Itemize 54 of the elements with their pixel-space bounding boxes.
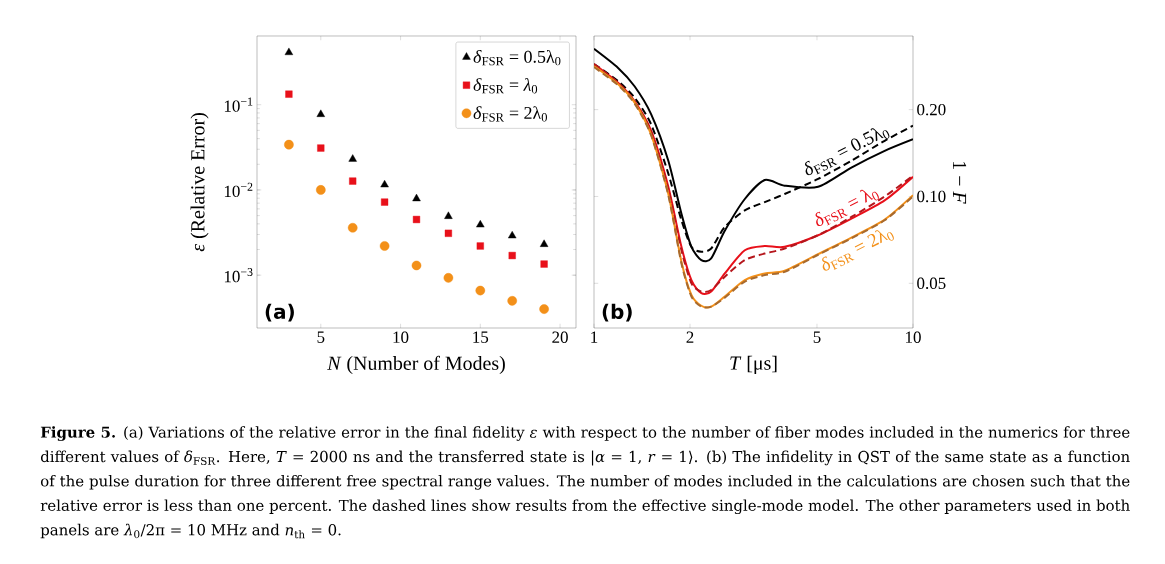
point (349, 177, 357, 185)
x-tick-label: 20 (552, 331, 568, 343)
point (347, 222, 358, 233)
point (380, 179, 389, 188)
x-tick-label: 10 (906, 331, 921, 343)
point (379, 241, 390, 251)
point (444, 211, 453, 219)
x-tick-label: 2 (686, 331, 694, 343)
annotation: δ$_{FSR}$ = λ$_{0}$ (815, 189, 879, 227)
legend-label: δ$_{FSR}$ = 2λ$_{0}$ (473, 106, 547, 122)
legend-label: δ$_{FSR}$ = λ$_{0}$ (473, 78, 538, 94)
x-tick-label: 10 (393, 331, 409, 343)
x-tick-label: 5 (813, 331, 821, 343)
y-tick-label: 10$^{−2}$ (224, 182, 253, 198)
x-axis-title: T [μs] (730, 355, 777, 374)
point (475, 285, 486, 296)
annotation: δ$_{FSR}$ = 0.5λ$_{0}$ (804, 128, 890, 176)
point (285, 90, 293, 98)
point (539, 304, 549, 314)
point (444, 229, 452, 237)
y-tick-label: 0.10 (917, 190, 946, 203)
point (540, 260, 548, 268)
x-axis-title: N (Number of Modes) (327, 355, 505, 375)
y-tick-label: 10$^{−3}$ (224, 268, 253, 283)
y-axis-title: 1 − F (953, 162, 967, 204)
annotation: δ$_{FSR}$ = 2λ$_{0}$ (822, 230, 894, 271)
text: (a) (265, 303, 294, 322)
point (284, 139, 294, 150)
x-tick-label: 5 (317, 331, 325, 343)
point (412, 215, 421, 224)
point (316, 109, 325, 117)
point (476, 220, 485, 228)
point (381, 198, 389, 206)
point (476, 242, 484, 250)
point (508, 230, 517, 239)
point (412, 193, 421, 202)
x-tick-label: 15 (473, 331, 489, 343)
point (508, 251, 516, 260)
text: (b) (602, 303, 632, 322)
point (284, 47, 294, 55)
legend-label: δ$_{FSR}$ = 0.5λ$_{0}$ (473, 50, 561, 66)
point (348, 154, 357, 162)
y-tick-label: 0.20 (917, 103, 946, 116)
point (316, 185, 326, 195)
text: Figure 5. (a) Variations of the relative error in the final fidelity ε with respect to the number of fiber modes included in the numerics for three different values of δ$_{FSR}$. Here, T = 2000 ns and the transferred state is |α = 1, r = 1⟩. (b) The infidelity in QST of the same state as a function of the pulse duration for three different free spectral range values. The number of modes included in the calculations are chosen such that the relative error is less than one percent. The dashed lines show results from the effective single-mode model. The other parameters used in both panels are λ$_{0}$/2π = 10 MHz and n$_{th}$ = 0. (40, 426, 1130, 539)
x-tick-label: 1 (591, 331, 598, 343)
point (411, 260, 422, 271)
point (317, 144, 325, 152)
point (507, 296, 517, 306)
point (539, 239, 549, 247)
point (443, 273, 454, 283)
y-axis-title: ε (Relative Error) (190, 113, 209, 252)
y-tick-label: 0.05 (917, 277, 946, 290)
y-tick-label: 10$^{−1}$ (224, 97, 253, 112)
